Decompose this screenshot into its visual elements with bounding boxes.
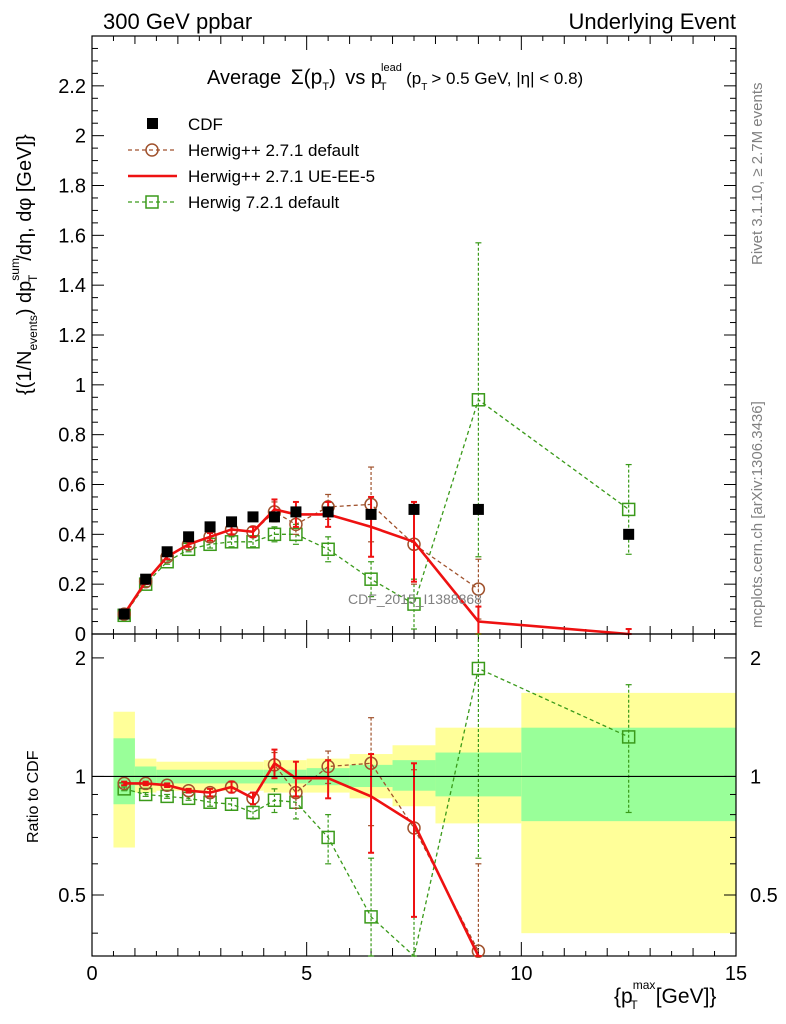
main-cdf-point xyxy=(161,546,173,558)
legend-marker-herwig7 xyxy=(145,195,159,209)
main-y-tick-label: 1.6 xyxy=(58,225,86,247)
main-herwig-7-2-1-default-line xyxy=(123,398,630,616)
main-cdf-point xyxy=(365,508,377,520)
main-y-tick-label: 0.6 xyxy=(58,475,86,497)
ratio-y-tick-label-left: 2 xyxy=(75,648,86,670)
ratio-series-layer xyxy=(117,633,636,958)
ratio-y-tick-label-right: 1 xyxy=(750,766,761,788)
ratio-herwig-7-2-1-default-point xyxy=(364,910,378,924)
main-cdf-point xyxy=(247,511,259,523)
main-y-tick-label: 1.4 xyxy=(58,275,86,297)
ratio-y-axis-label: Ratio to CDF xyxy=(25,750,42,843)
legend-label-herwigpp-default: Herwig++ 2.7.1 default xyxy=(188,141,359,160)
legend: CDF Herwig++ 2.7.1 default Herwig++ 2.7.… xyxy=(128,115,375,212)
ratio-y-tick-label-left: 1 xyxy=(75,766,86,788)
main-y-tick-label: 0.2 xyxy=(58,574,86,596)
main-y-tick-label: 1 xyxy=(75,375,86,397)
main-cdf-point xyxy=(290,506,302,518)
main-y-axis-label: {(1/Nevents) dpsum T/dη, dφ [GeV]} xyxy=(8,134,40,395)
main-herwig-7-2-1-default-point xyxy=(289,527,303,542)
ratio-herwig-7-2-1-default-line xyxy=(124,667,629,958)
main-herwig-7-2-1-default-point xyxy=(621,502,636,517)
ratio-herwig-7-2-1-default-point xyxy=(224,797,239,811)
main-cdf-point xyxy=(118,608,130,620)
main-cdf-point xyxy=(623,528,635,540)
main-y-tick-label: 0 xyxy=(75,624,86,646)
main-y-tick-label: 2 xyxy=(75,126,86,148)
x-tick-label: 0 xyxy=(86,963,97,985)
main-herwig-7-2-1-default-point xyxy=(471,393,486,407)
main-cdf-point xyxy=(322,506,334,518)
main-herwig-2-7-1-default-point xyxy=(117,607,131,621)
ratio-axis-ticks: 0.5 0.5 1 1 2 2 0 5 10 15 xyxy=(58,634,778,985)
main-series-layer xyxy=(117,242,636,636)
main-herwig-7-2-1-default-point xyxy=(364,572,378,586)
ratio-herwig-7-2-1-default-point xyxy=(621,730,636,744)
rivet-version-label: Rivet 3.1.10, ≥ 2.7M events xyxy=(749,83,766,266)
main-axis-ticks: 0 0.2 0.4 0.6 0.8 1 1.2 1.4 1.6 1.8 2 2.2 xyxy=(58,35,737,646)
x-tick-label: 5 xyxy=(301,963,312,985)
legend-label-herwigpp-ue: Herwig++ 2.7.1 UE-EE-5 xyxy=(188,167,375,186)
x-tick-label: 10 xyxy=(510,963,532,985)
legend-label-cdf: CDF xyxy=(188,115,223,134)
main-y-tick-label: 0.4 xyxy=(58,524,86,546)
main-y-tick-label: 1.2 xyxy=(58,325,86,347)
legend-marker-herwigpp-default xyxy=(145,143,159,157)
legend-label-herwig7: Herwig 7.2.1 default xyxy=(188,193,339,212)
main-cdf-point xyxy=(472,503,484,515)
main-herwig-2-7-1-ue-ee-5-line xyxy=(123,507,629,636)
mcplots-label: mcplots.cern.ch [arXiv:1306.3436] xyxy=(749,401,766,628)
main-cdf-point xyxy=(268,511,280,523)
ratio-herwig-7-2-1-default-point xyxy=(138,787,153,802)
ratio-herwig-7-2-1-default-point xyxy=(160,789,174,804)
ratio-herwig-7-2-1-default-point xyxy=(321,830,335,845)
ratio-herwig-7-2-1-default-point xyxy=(267,793,282,808)
main-y-tick-label: 2.2 xyxy=(58,76,86,98)
main-cdf-point xyxy=(204,521,216,533)
x-tick-label: 15 xyxy=(725,963,747,985)
ratio-y-tick-label-left: 0.5 xyxy=(58,885,86,907)
main-herwig-7-2-1-default-point xyxy=(321,542,335,557)
legend-marker-cdf xyxy=(147,118,158,129)
main-y-tick-label: 1.8 xyxy=(58,176,86,198)
ratio-herwig-7-2-1-default-point xyxy=(471,661,486,676)
main-y-tick-label: 0.8 xyxy=(58,425,86,447)
ratio-uncertainty-bands xyxy=(113,692,736,934)
main-herwig-7-2-1-default-point xyxy=(267,527,282,542)
ratio-y-tick-label-right: 2 xyxy=(750,648,761,670)
ratio-herwig-2-7-1-default-point xyxy=(471,944,486,958)
header-left: 300 GeV ppbar xyxy=(103,9,252,34)
ratio-herwig-7-2-1-default-point xyxy=(246,805,260,820)
x-axis-label: {pmax T [GeV]} xyxy=(614,978,716,1012)
analysis-watermark: CDF_2015_I1388868 xyxy=(348,591,482,607)
main-cdf-point xyxy=(408,503,420,515)
ratio-y-tick-label-right: 0.5 xyxy=(750,885,778,907)
main-herwig-7-2-1-default-point xyxy=(407,597,421,611)
main-herwig-2-7-1-default-point xyxy=(471,582,486,596)
main-cdf-point xyxy=(226,516,238,528)
main-cdf-point xyxy=(183,531,195,543)
main-cdf-point xyxy=(140,573,152,585)
header-right: Underlying Event xyxy=(568,9,736,34)
main-title: Average Σ(pT) vs plead T (pT > 0.5 GeV, |η… xyxy=(207,62,583,95)
